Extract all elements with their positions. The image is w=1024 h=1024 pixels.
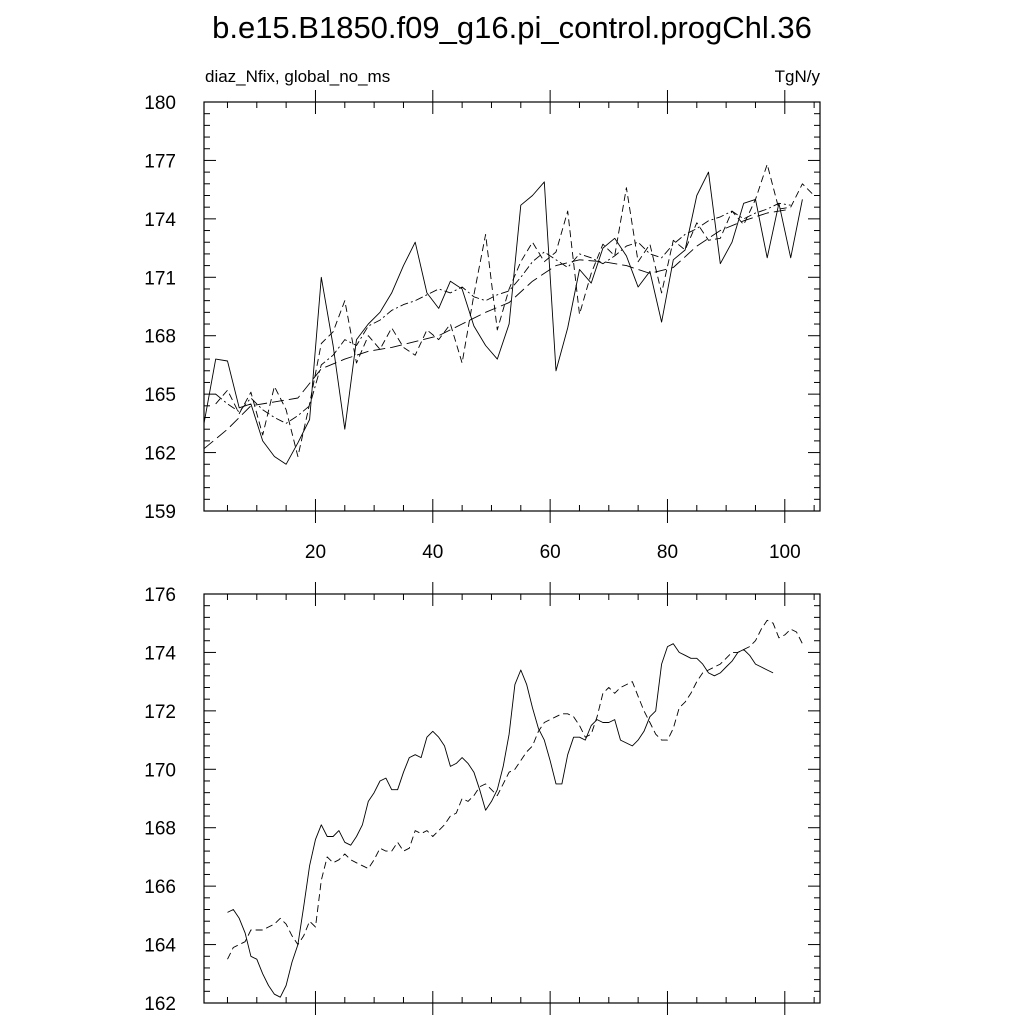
- y-tick-label: 162: [144, 994, 176, 1015]
- y-tick-label: 165: [144, 385, 176, 406]
- y-tick-label: 159: [144, 502, 176, 523]
- series-line-4: [203, 208, 791, 450]
- series-line-2: [227, 619, 803, 960]
- x-tick-label: 40: [422, 542, 443, 563]
- series-line-3: [215, 202, 791, 424]
- x-tick-label: 20: [305, 542, 326, 563]
- y-tick-label: 177: [144, 151, 176, 172]
- y-tick-label: 164: [144, 936, 176, 957]
- y-tick-label: 168: [144, 327, 176, 348]
- top-panel: 159 162 165 168 171 174 177 180 20 40 60 80 100: [144, 90, 821, 563]
- y-tick-label: 174: [144, 210, 176, 231]
- y-tick-label: 172: [144, 702, 176, 723]
- plot-frame: [203, 101, 821, 512]
- series-line-1: [203, 171, 803, 465]
- top-panel-right-label: TgN/y: [775, 67, 821, 86]
- bottom-panel: 162 164 166 168 170 172 174 176: [144, 582, 821, 1015]
- x-tick-label: 60: [540, 542, 561, 563]
- y-tick-label: 176: [144, 585, 176, 606]
- figure-title: b.e15.B1850.f09_g16.pi_control.progChl.3…: [212, 10, 812, 45]
- x-tick-label: 80: [657, 542, 678, 563]
- y-tick-label: 168: [144, 819, 176, 840]
- top-panel-left-label: diaz_Nfix, global_no_ms: [205, 67, 390, 86]
- series-line-2: [215, 163, 815, 457]
- x-tick-label: 100: [769, 542, 801, 563]
- y-tick-label: 162: [144, 444, 176, 465]
- series-line-1: [227, 643, 774, 998]
- plot-frame: [203, 593, 821, 1004]
- y-tick-label: 170: [144, 760, 176, 781]
- y-tick-label: 171: [144, 268, 176, 289]
- y-tick-label: 174: [144, 643, 176, 664]
- y-tick-label: 166: [144, 877, 176, 898]
- y-tick-label: 180: [144, 93, 176, 114]
